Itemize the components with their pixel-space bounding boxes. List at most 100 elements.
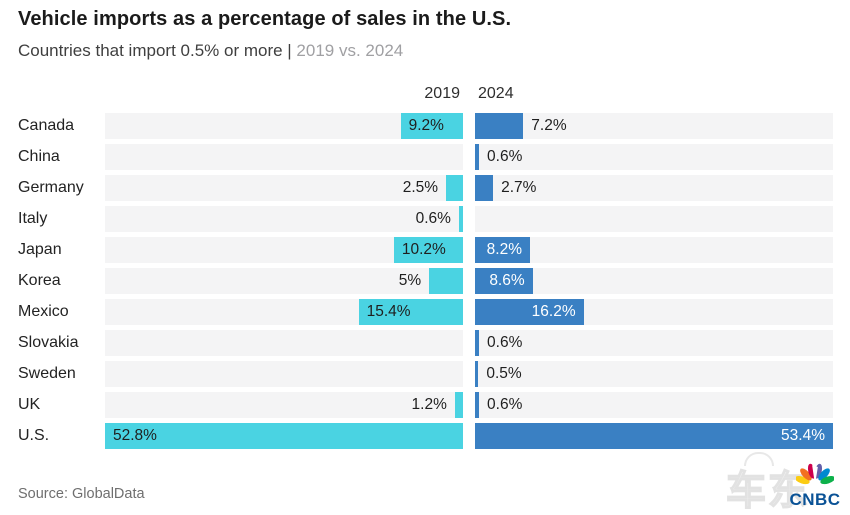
center-gap [463, 361, 475, 387]
chart-row: China 0.6% [18, 144, 833, 170]
bar-track-2024: 8.2% [475, 237, 833, 263]
bar-track-2019: 2.5% [105, 175, 463, 201]
center-gap [463, 268, 475, 294]
bar-2019[interactable] [446, 175, 463, 201]
chart-row: Germany 2.5% 2.7% [18, 175, 833, 201]
subtitle-dark: Countries that import 0.5% or more | [18, 41, 297, 60]
bar-value-label-2024: 0.6% [487, 396, 523, 413]
bar-2024[interactable] [475, 144, 480, 170]
bar-track-2024: 7.2% [475, 113, 833, 139]
bar-track-2019: 10.2% [105, 237, 463, 263]
center-gap [463, 423, 475, 449]
header-gap [463, 85, 475, 103]
peacock-icon [795, 463, 835, 490]
center-gap [463, 330, 475, 356]
subtitle-comparison: 2019 vs. 2024 [296, 41, 404, 60]
bar-2019[interactable] [454, 392, 463, 418]
bar-value-label-2024: 0.6% [487, 334, 523, 351]
country-label: Sweden [18, 365, 76, 382]
bar-track-2024: 8.6% [475, 268, 833, 294]
bar-track-2019: 9.2% [105, 113, 463, 139]
bar-2024[interactable] [475, 299, 584, 325]
chart-row: U.S. 52.8% 53.4% [18, 423, 833, 449]
chart-row: UK 1.2% 0.6% [18, 392, 833, 418]
cnbc-logo: CNBC [784, 463, 846, 509]
header-spacer [18, 85, 105, 103]
bar-2024[interactable] [475, 330, 480, 356]
center-gap [463, 206, 475, 232]
bar-value-label-2024: 16.2% [531, 303, 576, 320]
country-label: China [18, 148, 60, 165]
bar-track-2024: 53.4% [475, 423, 833, 449]
center-gap [463, 392, 475, 418]
bar-track-2024: 0.6% [475, 330, 833, 356]
column-header-2019: 2019 [424, 85, 460, 102]
bar-value-label-2019: 5% [398, 272, 422, 289]
bar-value-label-2019: 0.6% [415, 210, 451, 227]
bar-2019[interactable] [429, 268, 463, 294]
chart-row: Italy 0.6% [18, 206, 833, 232]
bar-value-label-2019: 15.4% [366, 303, 411, 320]
bar-2024[interactable] [475, 268, 533, 294]
chart-row: Canada 9.2% 7.2% [18, 113, 833, 139]
chart-row: Slovakia 0.6% [18, 330, 833, 356]
bar-2024[interactable] [475, 175, 494, 201]
center-gap [463, 175, 475, 201]
bar-value-label-2024: 8.6% [489, 272, 525, 289]
source-note: Source: GlobalData [18, 486, 145, 502]
bar-2019[interactable] [400, 113, 463, 139]
country-label: Mexico [18, 303, 69, 320]
bar-value-label-2024: 0.6% [487, 148, 523, 165]
bar-track-2019 [105, 144, 463, 170]
page-subtitle: Countries that import 0.5% or more | 201… [18, 41, 403, 61]
bar-track-2024: 2.7% [475, 175, 833, 201]
center-gap [463, 113, 475, 139]
country-label: Japan [18, 241, 62, 258]
chart-rows: Canada 9.2% 7.2% China 0.6% Germany 2.5% 2.7% It… [18, 113, 833, 449]
bar-track-2024: 0.5% [475, 361, 833, 387]
bar-2019[interactable] [358, 299, 463, 325]
bar-value-label-2019: 9.2% [408, 117, 444, 134]
center-gap [463, 144, 475, 170]
country-label: Canada [18, 117, 75, 134]
bar-2024[interactable] [475, 423, 833, 449]
chart-row: Korea 5% 8.6% [18, 268, 833, 294]
bar-track-2019 [105, 361, 463, 387]
bar-track-2024 [475, 206, 833, 232]
bar-value-label-2024: 7.2% [531, 117, 567, 134]
bar-track-2019: 0.6% [105, 206, 463, 232]
bar-2024[interactable] [475, 113, 524, 139]
country-label: UK [18, 396, 41, 413]
bar-2019[interactable] [393, 237, 463, 263]
bar-value-label-2024: 8.2% [486, 241, 522, 258]
country-label: Slovakia [18, 334, 79, 351]
country-label: Germany [18, 179, 84, 196]
bar-track-2019: 5% [105, 268, 463, 294]
chart-row: Japan 10.2% 8.2% [18, 237, 833, 263]
bar-track-2019: 1.2% [105, 392, 463, 418]
watermark-arc [744, 452, 774, 466]
center-gap [463, 237, 475, 263]
bar-track-2024: 0.6% [475, 392, 833, 418]
page-title: Vehicle imports as a percentage of sales… [18, 8, 512, 30]
bar-value-label-2019: 2.5% [402, 179, 439, 196]
bar-2024[interactable] [475, 361, 479, 387]
bar-2019[interactable] [458, 206, 463, 232]
bar-track-2019 [105, 330, 463, 356]
column-headers: 2019 2024 [18, 85, 831, 103]
center-gap [463, 299, 475, 325]
bar-2024[interactable] [475, 237, 530, 263]
bar-2024[interactable] [475, 392, 480, 418]
chart-row: Mexico 15.4% 16.2% [18, 299, 833, 325]
bar-value-label-2019: 10.2% [401, 241, 446, 258]
country-label: Korea [18, 272, 61, 289]
bar-value-label-2024: 2.7% [501, 179, 537, 196]
bar-track-2024: 16.2% [475, 299, 833, 325]
bar-2019[interactable] [105, 423, 463, 449]
country-label: U.S. [18, 427, 50, 444]
cnbc-wordmark: CNBC [789, 490, 841, 509]
bar-value-label-2019: 1.2% [411, 396, 447, 413]
bar-track-2019: 15.4% [105, 299, 463, 325]
column-header-2024: 2024 [478, 85, 514, 102]
